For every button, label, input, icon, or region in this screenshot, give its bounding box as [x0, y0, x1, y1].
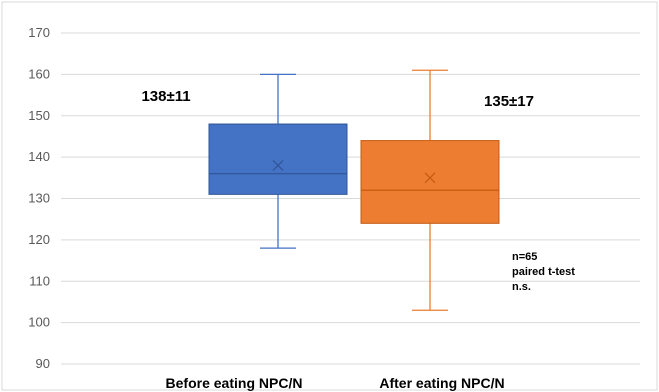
y-tick-label: 170 [28, 25, 50, 40]
y-tick-label: 90 [36, 356, 50, 371]
boxes: 138±11 135±17 [141, 69, 534, 311]
x-axis-categories: Before eating NPC/N After eating NPC/N [166, 375, 505, 391]
box-iqr [208, 123, 348, 195]
box-iqr [360, 140, 500, 224]
y-tick-label: 120 [28, 232, 50, 247]
y-tick-label: 160 [28, 66, 50, 81]
mean-marker [272, 159, 284, 171]
annotation: n=65 paired t-test n.s. [512, 251, 575, 293]
mean-marker [424, 172, 436, 184]
x-category-label: After eating NPC/N [379, 375, 504, 391]
box-series-1: 138±11 [141, 73, 348, 249]
mean-sd-label: 135±17 [484, 93, 534, 110]
y-tick-label: 140 [28, 149, 50, 164]
gridlines [61, 32, 640, 365]
mean-sd-label: 138±11 [141, 88, 190, 105]
box-series-2: 135±17 [360, 69, 534, 311]
y-tick-label: 130 [28, 191, 50, 206]
x-category-label: Before eating NPC/N [166, 375, 303, 391]
annotation-line: n.s. [512, 281, 531, 293]
y-tick-label: 110 [29, 273, 50, 288]
y-tick-label: 100 [28, 315, 50, 330]
y-axis-ticks: 90 100 110 120 130 140 150 160 170 [28, 25, 50, 371]
y-tick-label: 150 [28, 108, 50, 123]
annotation-line: paired t-test [512, 266, 575, 278]
annotation-line: n=65 [512, 251, 537, 263]
